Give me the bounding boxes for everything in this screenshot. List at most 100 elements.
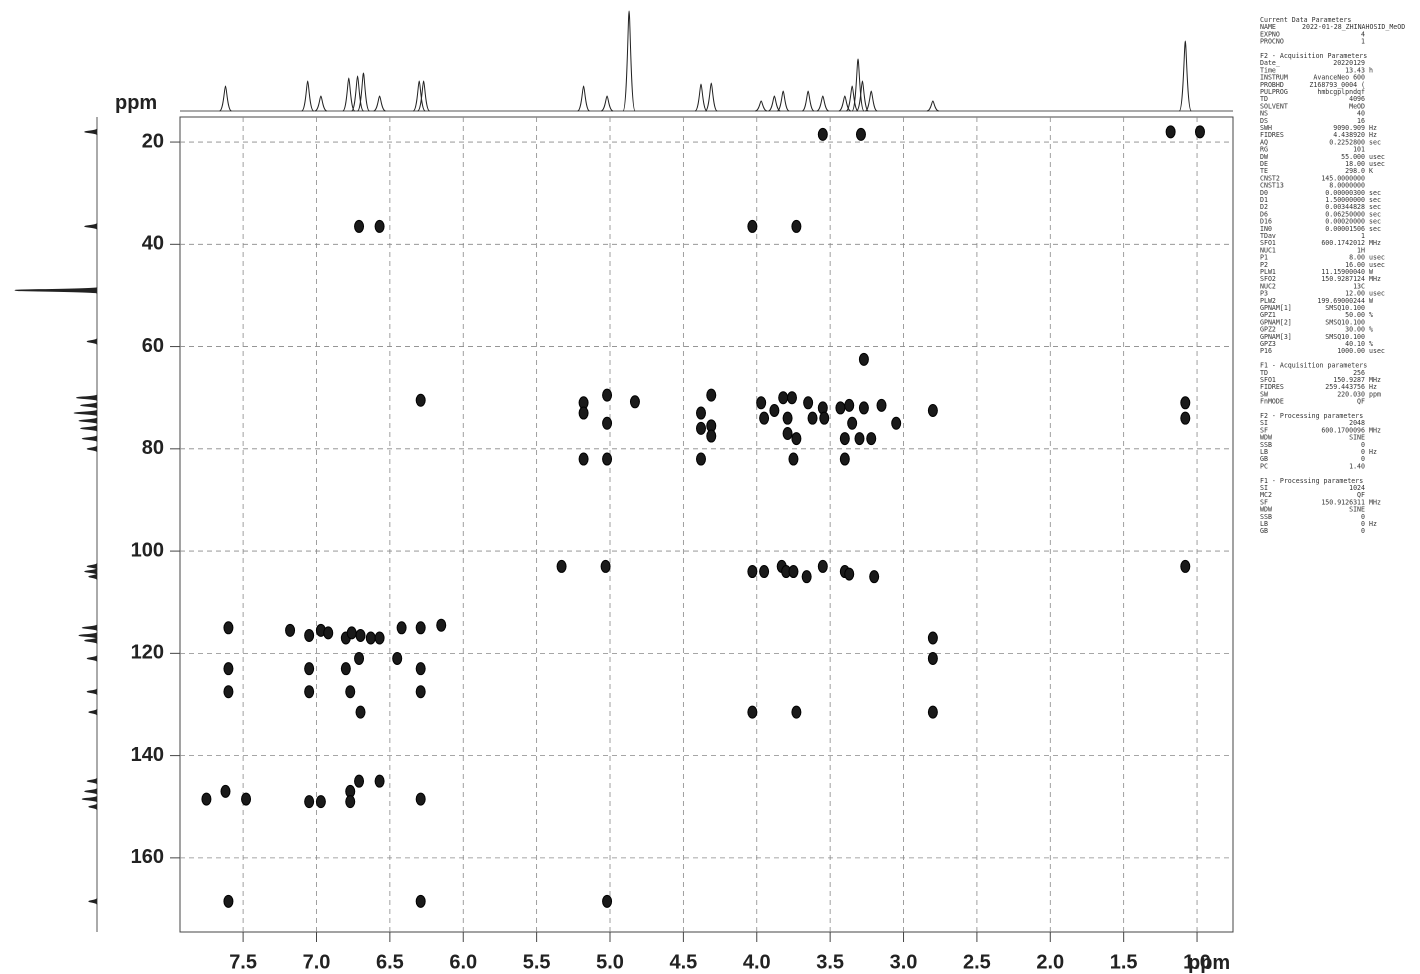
param-name: LB	[1260, 448, 1268, 456]
cross-peak	[854, 432, 865, 446]
param-section-title: F1 - Acquisition parameters	[1260, 362, 1367, 370]
cross-peak	[323, 626, 334, 640]
top-spectrum-peak	[412, 80, 426, 112]
param-name: SFO2	[1260, 275, 1276, 283]
left-spectrum-peak	[78, 631, 98, 639]
param-value: 1	[1361, 232, 1365, 240]
param-name: WDW	[1260, 434, 1272, 442]
param-value: 0.00344828	[1325, 203, 1365, 211]
param-unit: sec	[1369, 138, 1381, 146]
cross-peak	[241, 792, 252, 806]
y-tick-label: 140	[131, 744, 164, 766]
param-name: FnMODE	[1260, 398, 1284, 406]
cross-peak	[201, 792, 212, 806]
cross-peak	[782, 426, 793, 440]
cross-peak	[817, 559, 828, 573]
cross-peak	[374, 631, 385, 645]
param-name: Time	[1260, 66, 1276, 74]
cross-peak	[927, 651, 938, 665]
cross-peak	[927, 403, 938, 417]
param-name: GPZ1	[1260, 311, 1276, 319]
x-tick-label: 1.0	[1183, 951, 1211, 973]
param-value: 8.00	[1349, 254, 1365, 262]
left-spectrum-peak	[88, 708, 98, 716]
param-value: SMSQ10.100	[1325, 304, 1365, 312]
cross-peak	[791, 705, 802, 719]
param-value: 0.00001506	[1325, 225, 1365, 233]
param-value: 4.438920	[1333, 131, 1365, 139]
param-name: SSB	[1260, 513, 1272, 521]
param-name: MC2	[1260, 491, 1272, 499]
cross-peak	[927, 631, 938, 645]
cross-peak	[374, 774, 385, 788]
cross-peak	[756, 396, 767, 410]
cross-peak	[365, 631, 376, 645]
param-name: PROCNO	[1260, 38, 1284, 46]
plot-frame	[179, 116, 1234, 933]
y-tick-label: 80	[142, 437, 164, 459]
cross-peak	[1165, 125, 1176, 139]
cross-peak	[819, 411, 830, 425]
x-tick-label: 7.5	[229, 951, 257, 973]
left-spectrum-peak	[84, 128, 98, 136]
param-name: NS	[1260, 110, 1268, 118]
cross-peak	[392, 651, 403, 665]
param-name: SI	[1260, 484, 1268, 492]
param-value: 256	[1353, 369, 1365, 377]
param-name: TE	[1260, 167, 1268, 175]
param-section-title: F2 - Processing parameters	[1260, 412, 1363, 420]
param-value: 150.9287	[1333, 376, 1365, 384]
param-value: 4096	[1349, 95, 1365, 103]
top-spectrum-peak	[776, 90, 790, 112]
top-spectrum-peak	[342, 77, 356, 112]
param-value: 1024	[1349, 484, 1365, 492]
param-value: Z168793_0004 (	[1309, 81, 1365, 89]
cross-peak	[769, 403, 780, 417]
param-name: SF	[1260, 426, 1268, 434]
param-name: DE	[1260, 160, 1268, 168]
left-spectrum-peak	[84, 637, 98, 645]
left-spectrum-peak	[88, 803, 98, 810]
param-name: TD	[1260, 95, 1268, 103]
param-unit: sec	[1369, 210, 1381, 218]
cross-peak	[782, 411, 793, 425]
param-value: 0	[1361, 527, 1365, 535]
param-value: 1.50000000	[1325, 196, 1365, 204]
param-name: SF	[1260, 498, 1268, 506]
cross-peak	[223, 621, 234, 635]
cross-peak	[304, 685, 315, 699]
param-name: SWH	[1260, 124, 1272, 132]
cross-peak	[355, 628, 366, 642]
cross-peak	[706, 429, 717, 443]
param-name: CNST13	[1260, 182, 1284, 190]
x-tick-label: 6.0	[449, 951, 477, 973]
param-name: D16	[1260, 218, 1272, 226]
top-spectrum-peak	[855, 80, 869, 112]
param-unit: Hz	[1369, 131, 1377, 139]
param-value: 101	[1353, 146, 1365, 154]
cross-peak	[791, 219, 802, 233]
param-name: GB	[1260, 527, 1268, 535]
left-spectrum-peak	[86, 777, 98, 785]
cross-peak	[747, 219, 758, 233]
param-name: D2	[1260, 203, 1268, 211]
param-value: 0.00000300	[1325, 189, 1365, 197]
param-section-title: Current Data Parameters	[1260, 16, 1351, 24]
param-name: CNST2	[1260, 174, 1280, 182]
y-tick-label: 120	[131, 642, 164, 664]
cross-peak	[340, 662, 351, 676]
y-tick-label: 100	[131, 539, 164, 561]
param-unit: sec	[1369, 203, 1381, 211]
x-tick-label: 3.0	[890, 951, 918, 973]
x-tick-label: 1.5	[1110, 951, 1138, 973]
param-unit: h	[1369, 66, 1373, 74]
param-name: LB	[1260, 520, 1268, 528]
param-value: SINE	[1349, 434, 1365, 442]
param-value: 4	[1361, 30, 1365, 38]
cross-peak	[786, 391, 797, 405]
param-unit: MHz	[1369, 376, 1381, 384]
param-name: D1	[1260, 196, 1268, 204]
cross-peak	[759, 565, 770, 579]
cross-peak	[869, 570, 880, 584]
